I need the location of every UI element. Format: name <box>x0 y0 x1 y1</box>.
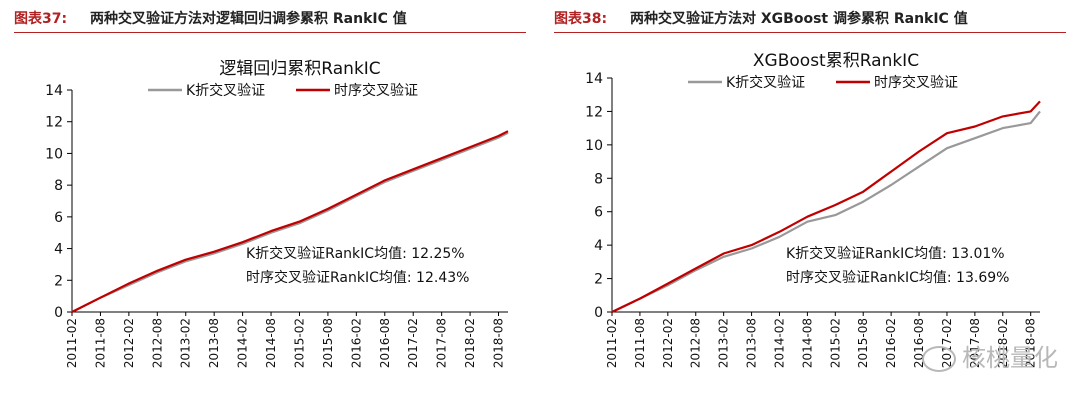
x-tick-label: 2014-02 <box>236 318 250 368</box>
y-tick-label: 8 <box>54 178 63 194</box>
x-tick-label: 2011-02 <box>605 318 619 368</box>
series-line-timeseries <box>611 100 1041 313</box>
watermark: 核桃量化 <box>922 338 1058 373</box>
x-tick-label: 2018-08 <box>492 318 506 368</box>
y-tick-label: 6 <box>594 205 603 221</box>
legend-label: K折交叉验证 <box>726 74 805 91</box>
y-tick-label: 14 <box>45 83 63 99</box>
x-tick-label: 2014-08 <box>800 318 814 368</box>
x-tick-label: 2012-08 <box>689 318 703 368</box>
y-tick-label: 10 <box>585 138 603 154</box>
x-tick-label: 2016-08 <box>378 318 392 368</box>
figure-37-caption: 两种交叉验证方法对逻辑回归调参累积 RankIC 值 <box>90 11 407 27</box>
x-tick-label: 2013-02 <box>179 318 193 368</box>
x-tick-label: 2015-02 <box>292 318 306 368</box>
x-tick-label: 2016-02 <box>884 318 898 368</box>
x-tick-label: 2013-02 <box>717 318 731 368</box>
x-tick-label: 2011-08 <box>633 318 647 368</box>
x-tick-label: 2014-02 <box>772 318 786 368</box>
x-tick-label: 2013-08 <box>207 318 221 368</box>
x-tick-label: 2018-08 <box>1024 318 1038 368</box>
x-tick-label: 2011-08 <box>93 318 107 368</box>
x-tick-label: 2012-08 <box>150 318 164 368</box>
figure-38-caption: 两种交叉验证方法对 XGBoost 调参累积 RankIC 值 <box>630 11 968 27</box>
x-tick-label: 2018-02 <box>996 318 1010 368</box>
x-tick-label: 2015-08 <box>321 318 335 368</box>
figure-38-header: 图表38: 两种交叉验证方法对 XGBoost 调参累积 RankIC 值 <box>554 6 1066 33</box>
y-tick-label: 4 <box>54 242 63 258</box>
x-tick-label: 2018-02 <box>463 318 477 368</box>
legend-label: 时序交叉验证 <box>874 74 958 91</box>
y-tick-label: 0 <box>594 305 603 321</box>
x-tick-label: 2015-02 <box>828 318 842 368</box>
chart-xgboost: XGBoost累积RankIC 0 2 4 6 8 10 12 14 2011-02 2011-08… <box>585 51 1041 368</box>
series-line-timeseries <box>71 130 509 313</box>
y-tick-label: 2 <box>594 272 603 288</box>
figure-38-number: 图表38: <box>554 11 608 27</box>
x-tick-label: 2015-08 <box>856 318 870 368</box>
y-tick-label: 12 <box>45 115 63 131</box>
figure-37-header: 图表37: 两种交叉验证方法对逻辑回归调参累积 RankIC 值 <box>14 6 526 33</box>
chart-logistic-regression: 逻辑回归累积RankIC 0 2 4 6 8 10 12 14 2011-02 2011-08 201… <box>45 59 509 368</box>
figure-37-panel: 图表37: 两种交叉验证方法对逻辑回归调参累积 RankIC 值 逻辑回归累积R… <box>14 6 526 368</box>
x-tick-label: 2017-08 <box>968 318 982 368</box>
x-tick-label: 2013-08 <box>745 318 759 368</box>
watermark-text: 核桃量化 <box>962 344 1058 372</box>
y-tick-label: 2 <box>54 273 63 289</box>
figure-38-panel: 图表38: 两种交叉验证方法对 XGBoost 调参累积 RankIC 值 XG… <box>540 0 1080 400</box>
x-tick-label: 2017-08 <box>435 318 449 368</box>
figure-37-number: 图表37: <box>14 11 68 27</box>
y-tick-label: 14 <box>585 71 603 87</box>
x-tick-label: 2014-08 <box>264 318 278 368</box>
mean-rankic-annotation: 时序交叉验证RankIC均值: 13.69% <box>786 269 1009 286</box>
legend-label: 时序交叉验证 <box>334 82 418 99</box>
mean-rankic-annotation: K折交叉验证RankIC均值: 13.01% <box>786 245 1005 262</box>
y-tick-label: 4 <box>594 238 603 254</box>
x-tick-label: 2016-02 <box>349 318 363 368</box>
wechat-icon <box>922 346 956 372</box>
x-tick-label: 2012-02 <box>661 318 675 368</box>
y-tick-label: 0 <box>54 305 63 321</box>
y-tick-label: 8 <box>594 171 603 187</box>
chart-title: 逻辑回归累积RankIC <box>219 59 380 79</box>
series-line-kfold <box>71 131 509 313</box>
series-line-kfold <box>611 110 1041 313</box>
y-tick-label: 6 <box>54 210 63 226</box>
x-tick-label: 2011-02 <box>65 318 79 368</box>
x-tick-label: 2012-02 <box>122 318 136 368</box>
x-tick-label: 2017-02 <box>406 318 420 368</box>
mean-rankic-annotation: K折交叉验证RankIC均值: 12.25% <box>246 245 465 262</box>
y-tick-label: 12 <box>585 104 603 120</box>
legend-label: K折交叉验证 <box>186 82 265 99</box>
y-tick-label: 10 <box>45 146 63 162</box>
mean-rankic-annotation: 时序交叉验证RankIC均值: 12.43% <box>246 269 469 286</box>
chart-title: XGBoost累积RankIC <box>753 51 919 71</box>
